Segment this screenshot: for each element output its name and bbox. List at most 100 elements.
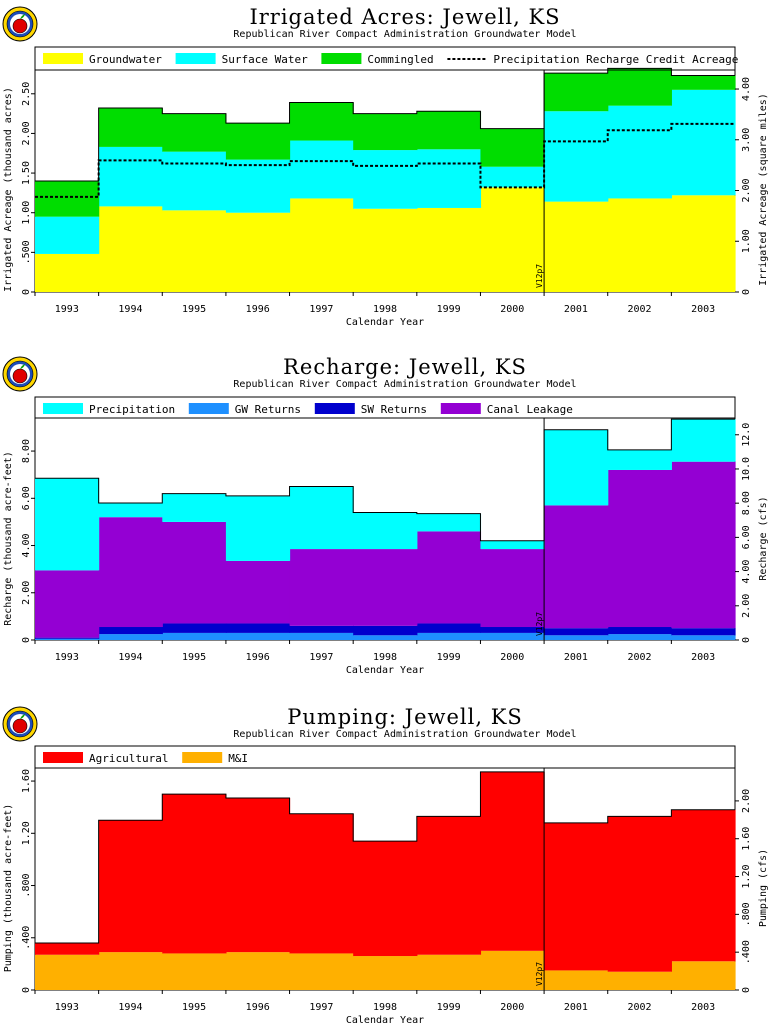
y2-tick-label: 10.0: [741, 457, 752, 481]
area-step-sw-returns-1996: [225, 623, 291, 633]
legend-label: Commingled: [367, 53, 433, 66]
x-tick-label: 1998: [373, 1002, 397, 1013]
x-tick-label: 1998: [373, 304, 397, 315]
apple-leaf-icon: [20, 14, 25, 19]
area-step-sw-returns-2003: [671, 628, 736, 636]
area-step-sw-returns-1999: [416, 623, 482, 633]
area-step-m-i-2003: [671, 961, 736, 990]
y-axis-label: Irrigated Acreage (thousand acres): [3, 87, 14, 292]
area-step-groundwater-1994: [98, 206, 163, 292]
area-step-canal-leakage-2002: [607, 469, 672, 628]
area-step-commingled-2002: [607, 68, 672, 106]
area-step-agricultural-2003: [671, 809, 736, 962]
area-step-gw-returns-1995: [162, 632, 227, 640]
area-step-agricultural-1993: [35, 942, 100, 955]
y-tick-label: 1.50: [21, 161, 32, 185]
x-tick-label: 2001: [564, 652, 588, 663]
apple-icon: [12, 368, 28, 384]
y-tick-label: .500: [21, 240, 32, 264]
area-step-agricultural-2002: [607, 816, 672, 972]
area-step-surface-water-2001: [544, 111, 609, 202]
apple-leaf-icon: [20, 714, 25, 719]
y2-tick-label: 2.00: [741, 594, 752, 618]
area-step-sw-returns-1993: [35, 637, 100, 639]
area-step-precipitation-1994: [98, 503, 163, 518]
x-tick-label: 1996: [246, 304, 270, 315]
area-step-precipitation-1993: [35, 478, 100, 571]
area-step-m-i-1998: [353, 956, 418, 990]
x-tick-label: 2000: [500, 652, 524, 663]
y2-tick-label: .400: [741, 940, 752, 964]
stack-outline: [35, 67, 735, 182]
area-step-commingled-2001: [544, 73, 609, 112]
x-tick-label: 2003: [691, 304, 715, 315]
chart-subtitle: Republican River Compact Administration …: [233, 379, 576, 390]
chart-subtitle: Republican River Compact Administration …: [233, 29, 576, 40]
y-tick-label: .400: [21, 926, 32, 950]
area-step-gw-returns-1999: [416, 632, 482, 640]
y-tick-label: .800: [21, 873, 32, 897]
x-tick-label: 1995: [182, 304, 206, 315]
area-step-commingled-2000: [480, 128, 545, 167]
x-tick-label: 2003: [691, 1002, 715, 1013]
area-step-sw-returns-2002: [607, 627, 672, 635]
area-step-gw-returns-1994: [98, 634, 163, 640]
area-step-m-i-1997: [289, 953, 354, 990]
stack-outline: [35, 418, 735, 542]
area-step-canal-leakage-1993: [35, 570, 100, 638]
y-tick-label: 2.50: [21, 82, 32, 106]
y2-tick-label: 4.00: [741, 77, 752, 101]
area-step-surface-water-1997: [289, 140, 354, 199]
area-step-m-i-1999: [416, 954, 482, 990]
x-tick-label: 1997: [309, 304, 333, 315]
y2-tick-label: .800: [741, 902, 752, 926]
x-tick-label: 2002: [627, 652, 651, 663]
legend-swatch-groundwater: [43, 53, 83, 64]
y2-tick-label: 12.0: [741, 423, 752, 447]
apple-icon: [12, 718, 28, 734]
area-step-m-i-1995: [162, 953, 227, 990]
area-step-precipitation-1998: [353, 512, 418, 550]
area-step-canal-leakage-1999: [416, 531, 482, 624]
area-step-canal-leakage-1996: [225, 560, 291, 624]
area-step-sw-returns-2000: [480, 627, 545, 633]
area-step-agricultural-1999: [416, 816, 482, 955]
x-tick-label: 2000: [500, 1002, 524, 1013]
area-step-groundwater-1996: [225, 212, 291, 292]
area-step-agricultural-1995: [162, 794, 227, 954]
area-step-commingled-1993: [35, 181, 100, 217]
area-step-surface-water-1996: [225, 159, 291, 213]
legend-label: Groundwater: [89, 53, 162, 66]
area-step-groundwater-2002: [607, 198, 672, 292]
x-tick-label: 1996: [246, 1002, 270, 1013]
stack-outline: [35, 771, 735, 944]
legend-label: Surface Water: [222, 53, 308, 66]
y-axis-label: Recharge (thousand acre-feet): [3, 451, 14, 626]
area-step-sw-returns-2001: [544, 628, 609, 636]
area-step-m-i-1996: [225, 952, 291, 990]
y2-axis-label: Pumping (cfs): [758, 849, 768, 927]
area-step-surface-water-1995: [162, 151, 227, 211]
legend-label: Precipitation Recharge Credit Acreage: [493, 53, 738, 66]
area-step-precipitation-2002: [607, 449, 672, 470]
area-step-agricultural-2001: [544, 822, 609, 971]
y-tick-label: 0: [21, 289, 32, 295]
x-tick-label: 2003: [691, 652, 715, 663]
x-tick-label: 1995: [182, 1002, 206, 1013]
y-tick-label: 1.00: [21, 201, 32, 225]
area-step-groundwater-2001: [544, 201, 609, 292]
legend-label: Agricultural: [89, 752, 168, 765]
area-step-commingled-1994: [98, 108, 163, 147]
legend-swatch-canal-leakage: [440, 403, 481, 414]
area-step-precipitation-2001: [544, 429, 609, 506]
area-step-groundwater-2003: [671, 195, 736, 292]
marker-label: V12p7: [535, 264, 544, 288]
area-step-m-i-1994: [98, 952, 163, 990]
marker-label: V12p7: [535, 612, 544, 636]
area-step-precipitation-1999: [416, 513, 482, 532]
apple-leaf-icon: [20, 364, 25, 369]
y-tick-label: 2.00: [21, 581, 32, 605]
y-tick-label: 0: [21, 637, 32, 643]
legend-label: M&I: [228, 752, 248, 765]
